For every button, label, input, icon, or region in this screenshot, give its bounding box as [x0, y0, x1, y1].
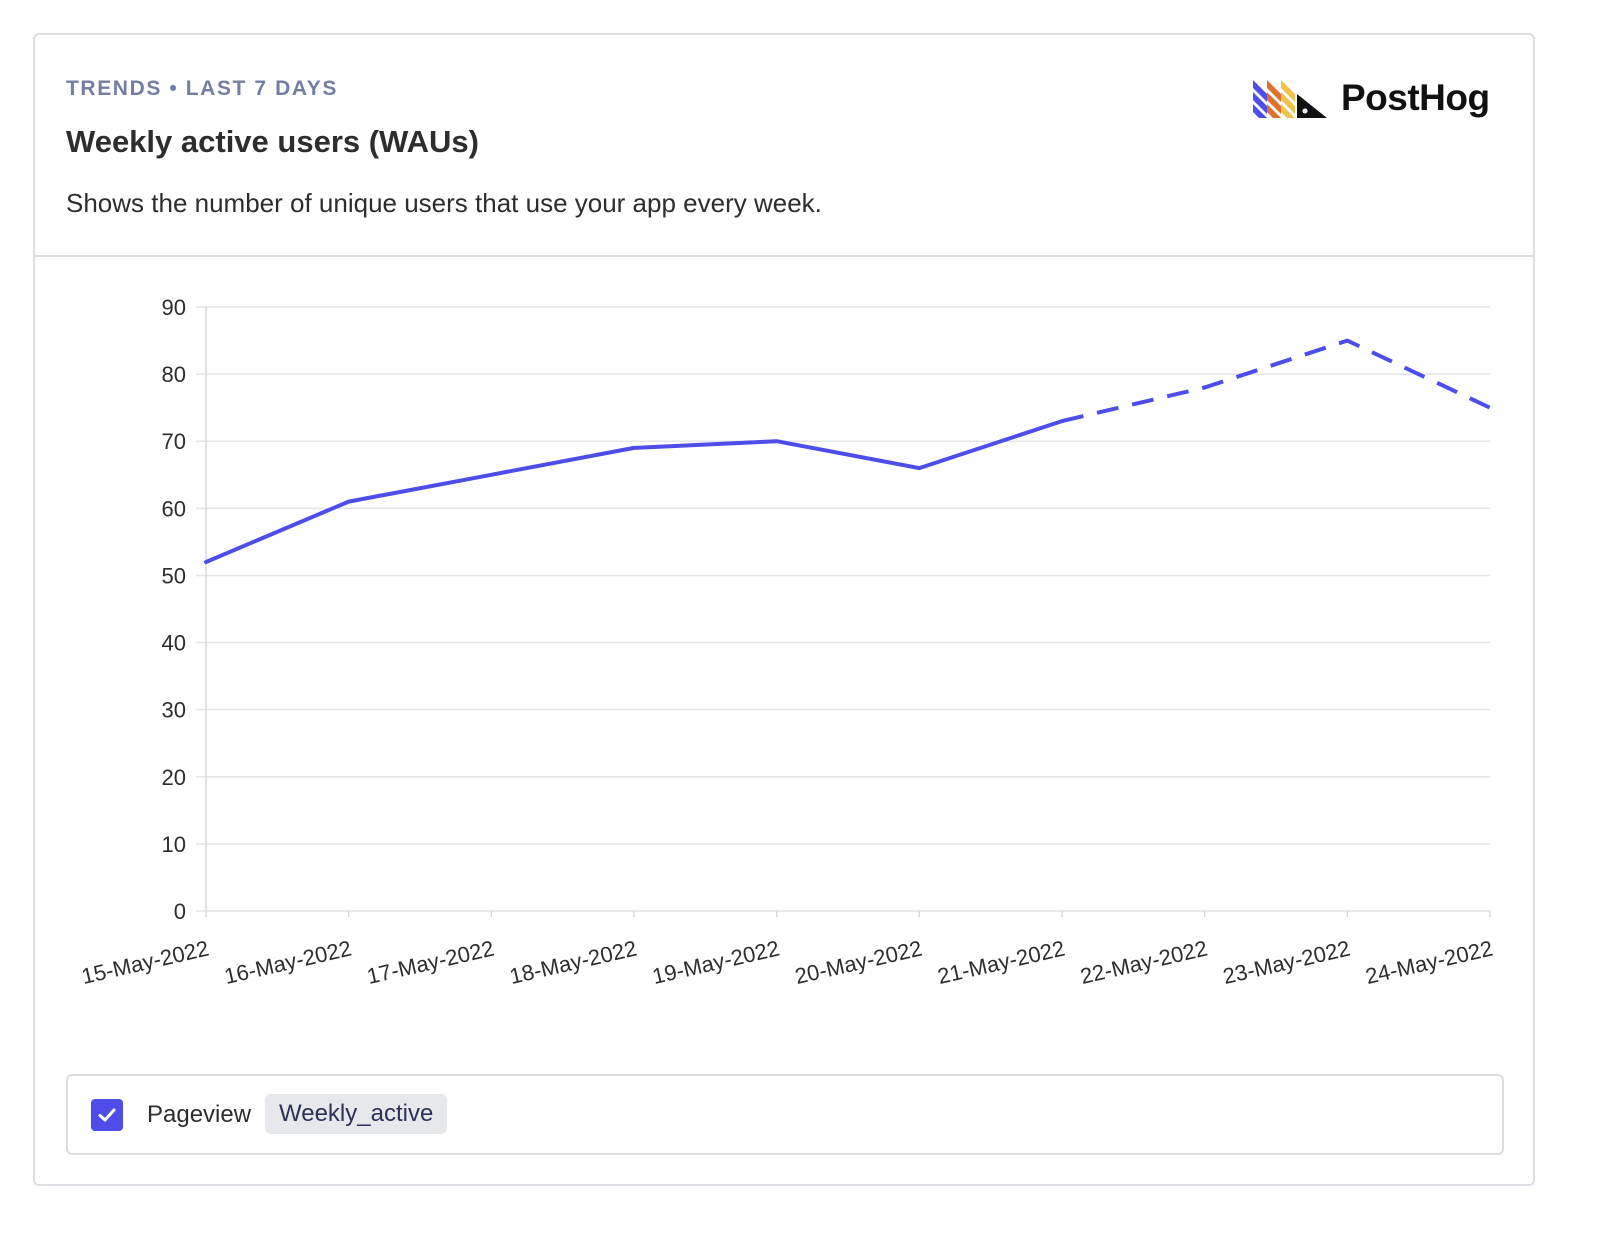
- x-tick-label: 17-May-2022: [365, 936, 497, 990]
- x-tick-label: 15-May-2022: [79, 936, 211, 990]
- x-tick-label: 21-May-2022: [935, 936, 1067, 990]
- series-line-solid: [204, 419, 1064, 564]
- y-tick-label: 70: [162, 429, 186, 454]
- posthog-logo: PostHog: [1253, 73, 1490, 123]
- y-tick-label: 80: [162, 362, 186, 387]
- series-math-tag: Weekly_active: [265, 1094, 448, 1134]
- x-tick-label: 18-May-2022: [507, 936, 639, 990]
- check-icon: [98, 1108, 116, 1122]
- brand-name: PostHog: [1341, 77, 1490, 118]
- y-tick-label: 90: [162, 295, 186, 320]
- x-tick-label: 20-May-2022: [793, 936, 925, 990]
- series-checkbox[interactable]: [91, 1099, 123, 1131]
- x-tick-label: 24-May-2022: [1363, 936, 1495, 990]
- x-tick-label: 16-May-2022: [222, 936, 354, 990]
- insight-eyebrow: TRENDS • LAST 7 DAYS: [66, 77, 338, 100]
- series-event-label: Pageview: [147, 1101, 252, 1128]
- card-header: TRENDS • LAST 7 DAYS Weekly active users…: [35, 35, 1533, 257]
- insight-title: Weekly active users (WAUs): [66, 124, 479, 159]
- y-tick-label: 60: [162, 496, 186, 521]
- x-tick-label: 19-May-2022: [650, 936, 782, 990]
- series-line-dashed: [1061, 338, 1491, 424]
- y-tick-label: 50: [162, 563, 186, 588]
- y-tick-label: 20: [162, 765, 186, 790]
- x-tick-label: 23-May-2022: [1221, 936, 1353, 990]
- y-tick-label: 10: [162, 832, 186, 857]
- posthog-hedgehog-icon: [1253, 80, 1327, 118]
- y-tick-label: 0: [174, 899, 186, 924]
- insight-description: Shows the number of unique users that us…: [66, 188, 822, 218]
- y-tick-label: 40: [162, 631, 186, 656]
- chart-legend: Pageview Weekly_active: [66, 1074, 1504, 1155]
- line-chart: 0 10 20 30 40 50 60 70 80 90 15-May-2022 16-May-202…: [79, 295, 1495, 990]
- x-tick-label: 22-May-2022: [1078, 936, 1210, 990]
- y-tick-label: 30: [162, 698, 186, 723]
- insight-card: TRENDS • LAST 7 DAYS Weekly active users…: [33, 33, 1535, 1186]
